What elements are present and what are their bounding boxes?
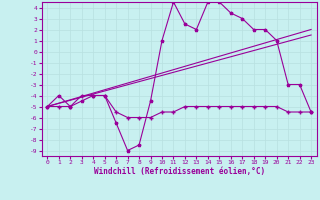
X-axis label: Windchill (Refroidissement éolien,°C): Windchill (Refroidissement éolien,°C) [94,167,265,176]
